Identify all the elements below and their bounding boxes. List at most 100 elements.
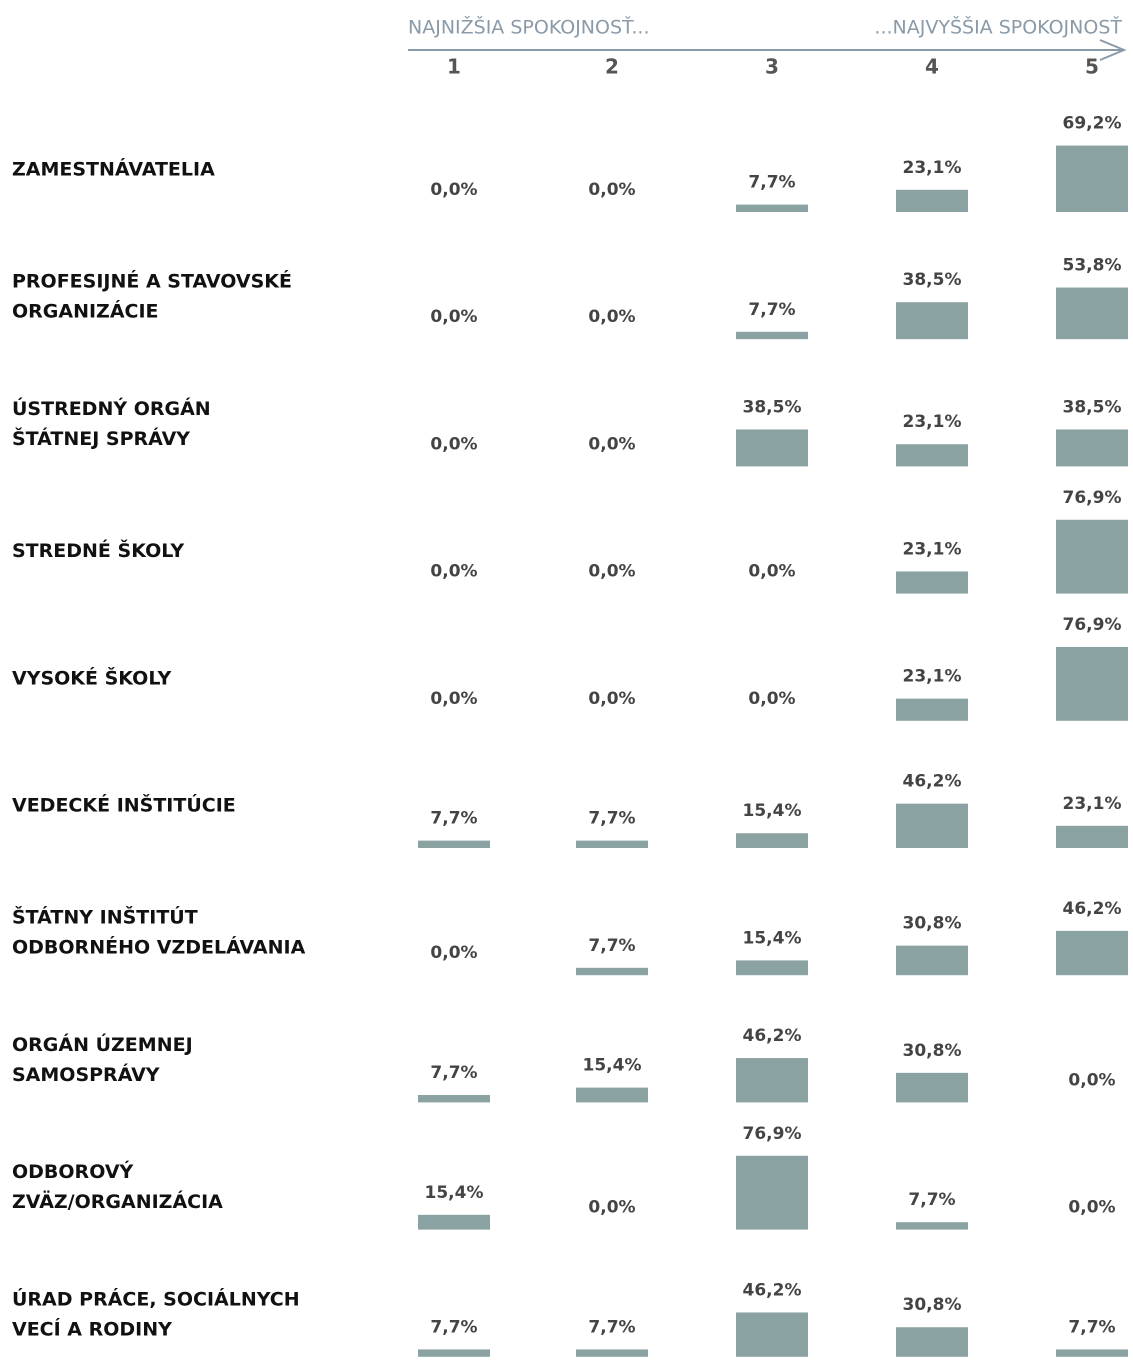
bar xyxy=(896,945,968,976)
value-label: 0,0% xyxy=(588,689,635,709)
value-label: 7,7% xyxy=(748,300,795,320)
bar xyxy=(896,1072,968,1103)
value-label: 15,4% xyxy=(743,928,802,948)
bar xyxy=(736,429,808,467)
row-label: VYSOKÉ ŠKOLY xyxy=(12,665,171,689)
value-label: 0,0% xyxy=(588,434,635,454)
bar xyxy=(576,840,648,848)
value-label: 46,2% xyxy=(743,1026,802,1046)
bar xyxy=(736,204,808,212)
bar xyxy=(736,833,808,848)
bar xyxy=(736,1312,808,1357)
value-label: 7,7% xyxy=(588,936,635,956)
value-label: 0,0% xyxy=(430,307,477,327)
value-label: 7,7% xyxy=(430,1063,477,1083)
value-label: 30,8% xyxy=(903,914,962,934)
column-label: 2 xyxy=(605,55,619,79)
value-label: 0,0% xyxy=(430,434,477,454)
bar xyxy=(1056,287,1128,340)
bar xyxy=(896,302,968,340)
value-label: 23,1% xyxy=(903,158,962,178)
value-label: 46,2% xyxy=(1063,899,1122,919)
bar xyxy=(1056,145,1128,212)
value-label: 7,7% xyxy=(588,809,635,829)
value-label: 7,7% xyxy=(748,173,795,193)
bar xyxy=(418,840,490,848)
value-label: 23,1% xyxy=(903,667,962,687)
bar xyxy=(736,331,808,340)
bar xyxy=(1056,519,1128,594)
bar xyxy=(1056,429,1128,467)
bar xyxy=(1056,825,1128,848)
row-label: VECÍ A RODINY xyxy=(12,1317,172,1340)
row-label: ŠTÁTNEJ SPRÁVY xyxy=(12,426,190,450)
bar xyxy=(896,444,968,467)
row-label: PROFESIJNÉ A STAVOVSKÉ xyxy=(12,270,292,293)
row-label: ÚSTREDNÝ ORGÁN xyxy=(12,396,211,420)
row-label: ORGANIZÁCIE xyxy=(12,300,159,323)
row-label: STREDNÉ ŠKOLY xyxy=(12,538,184,562)
value-label: 7,7% xyxy=(908,1190,955,1210)
value-label: 46,2% xyxy=(743,1280,802,1300)
row-label: SAMOSPRÁVY xyxy=(12,1063,160,1086)
bar xyxy=(1056,1349,1128,1357)
value-label: 23,1% xyxy=(1063,794,1122,814)
value-label: 38,5% xyxy=(903,270,962,290)
value-label: 15,4% xyxy=(425,1183,484,1203)
value-label: 15,4% xyxy=(583,1056,642,1076)
bar xyxy=(896,803,968,848)
arrow-head xyxy=(1099,39,1127,61)
value-label: 0,0% xyxy=(588,180,635,200)
row-label: ZVÄZ/ORGANIZÁCIA xyxy=(12,1189,223,1213)
bar xyxy=(736,960,808,976)
row-label: ODBOROVÝ xyxy=(12,1159,134,1183)
row-label: ÚRAD PRÁCE, SOCIÁLNYCH xyxy=(12,1286,300,1310)
value-label: 0,0% xyxy=(588,307,635,327)
value-label: 30,8% xyxy=(903,1041,962,1061)
bar xyxy=(1056,646,1128,721)
value-label: 38,5% xyxy=(743,397,802,417)
value-label: 0,0% xyxy=(430,180,477,200)
value-label: 0,0% xyxy=(430,689,477,709)
column-label: 5 xyxy=(1085,55,1099,79)
value-label: 0,0% xyxy=(588,562,635,582)
value-label: 0,0% xyxy=(430,562,477,582)
value-label: 0,0% xyxy=(588,1198,635,1218)
bar xyxy=(736,1058,808,1103)
bar xyxy=(1056,930,1128,976)
value-label: 76,9% xyxy=(1063,615,1122,635)
bar xyxy=(896,189,968,212)
bar xyxy=(418,1095,490,1103)
value-label: 0,0% xyxy=(1068,1070,1115,1090)
value-label: 7,7% xyxy=(1068,1317,1115,1337)
bar xyxy=(896,698,968,721)
row-label: ZAMESTNÁVATELIA xyxy=(12,158,215,181)
bar xyxy=(418,1214,490,1230)
value-label: 23,1% xyxy=(903,412,962,432)
bar xyxy=(576,1087,648,1103)
value-label: 46,2% xyxy=(903,772,962,792)
bar xyxy=(736,1155,808,1230)
bar xyxy=(576,967,648,976)
bar xyxy=(896,1327,968,1357)
value-label: 0,0% xyxy=(430,943,477,963)
column-label: 3 xyxy=(765,55,779,79)
column-label: 1 xyxy=(447,55,461,79)
bar xyxy=(576,1349,648,1357)
bar xyxy=(896,571,968,594)
bar xyxy=(418,1349,490,1357)
value-label: 0,0% xyxy=(748,562,795,582)
value-label: 7,7% xyxy=(430,809,477,829)
value-label: 0,0% xyxy=(748,689,795,709)
row-label: ŠTÁTNY INŠTITÚT xyxy=(12,905,198,929)
value-label: 38,5% xyxy=(1063,397,1122,417)
value-label: 0,0% xyxy=(1068,1198,1115,1218)
bar xyxy=(896,1222,968,1230)
value-label: 53,8% xyxy=(1063,256,1122,276)
value-label: 76,9% xyxy=(1063,488,1122,508)
row-label: ORGÁN ÚZEMNEJ xyxy=(12,1032,193,1056)
value-label: 15,4% xyxy=(743,801,802,821)
value-label: 30,8% xyxy=(903,1295,962,1315)
value-label: 69,2% xyxy=(1063,114,1122,134)
value-label: 7,7% xyxy=(430,1317,477,1337)
